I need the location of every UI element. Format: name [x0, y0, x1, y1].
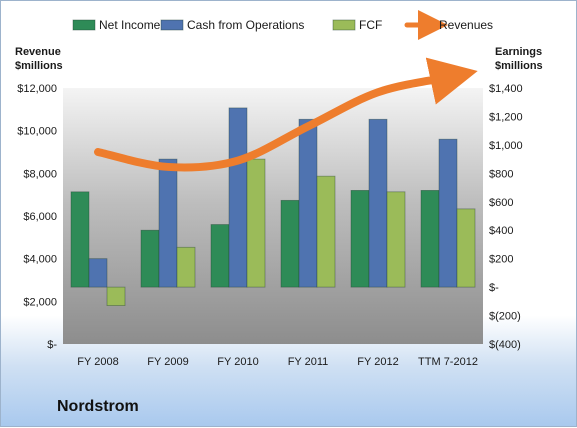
left-tick-label: $12,000: [17, 83, 57, 95]
revenue-line-layer: [94, 57, 478, 172]
legend-swatch-cash-from-operations: [160, 19, 184, 31]
left-axis: $12,000 $10,000 $8,000 $6,000 $4,000 $2,000 $-: [17, 83, 57, 351]
x-tick-label: FY 2011: [288, 356, 329, 368]
left-tick-label: $-: [47, 339, 57, 351]
bar-fcf-fy-2011: [316, 175, 336, 288]
right-tick-label: $(400): [489, 339, 521, 351]
right-tick-label: $600: [489, 197, 513, 209]
left-axis-title-line2: $millions: [15, 60, 63, 72]
bar-net-income-fy-2012: [350, 189, 370, 288]
bar-cash-from-operations-ttm-7-2012: [438, 138, 458, 288]
bars-layer: [70, 107, 476, 307]
x-tick-label: FY 2010: [217, 356, 258, 368]
x-tick-label: FY 2012: [357, 356, 398, 368]
x-axis: FY 2008 FY 2009 FY 2010 FY 2011 FY 2012 TTM 7…: [77, 356, 478, 368]
company-name: Nordstrom: [57, 398, 139, 415]
right-tick-label: $1,200: [489, 111, 523, 123]
legend-label-fcf: FCF: [359, 18, 382, 32]
right-tick-label: $800: [489, 168, 513, 180]
bar-cash-from-operations-fy-2010: [228, 107, 248, 288]
right-tick-label: $(200): [489, 311, 521, 323]
right-tick-label: $1,400: [489, 83, 523, 95]
bar-fcf-fy-2008: [106, 286, 126, 307]
left-tick-label: $4,000: [23, 254, 57, 266]
bar-cash-from-operations-fy-2011: [298, 118, 318, 288]
legend: Net Income Cash from Operations FCF Revenue…: [72, 10, 493, 40]
left-tick-label: $10,000: [17, 126, 57, 138]
x-tick-label: TTM 7-2012: [418, 356, 478, 368]
legend-swatch-fcf: [332, 19, 356, 31]
right-tick-label: $200: [489, 254, 513, 266]
x-tick-label: FY 2008: [77, 356, 118, 368]
bar-net-income-fy-2008: [70, 191, 90, 288]
bar-fcf-fy-2009: [176, 246, 196, 288]
bar-cash-from-operations-fy-2012: [368, 118, 388, 288]
bar-net-income-fy-2011: [280, 199, 300, 288]
legend-label-revenues: Revenues: [439, 18, 493, 32]
plot-area: [63, 88, 483, 344]
left-tick-label: $6,000: [23, 211, 57, 223]
right-axis-title-line1: Earnings: [495, 46, 542, 58]
bar-net-income-fy-2009: [140, 229, 160, 288]
right-axis: $1,400 $1,200 $1,000 $800 $600 $400 $200 $- $(20…: [489, 83, 523, 351]
legend-label-net-income: Net Income: [99, 18, 161, 32]
right-axis-title-line2: $millions: [495, 60, 543, 72]
left-tick-label: $8,000: [23, 168, 57, 180]
right-tick-label: $400: [489, 225, 513, 237]
bar-cash-from-operations-fy-2009: [158, 158, 178, 288]
bar-fcf-fy-2012: [386, 191, 406, 288]
right-tick-label: $-: [489, 282, 499, 294]
bar-cash-from-operations-fy-2008: [88, 258, 108, 288]
left-axis-title-line1: Revenue: [15, 46, 61, 58]
bar-fcf-fy-2010: [246, 158, 266, 288]
bar-net-income-fy-2010: [210, 224, 230, 288]
x-tick-label: FY 2009: [147, 356, 188, 368]
right-tick-label: $1,000: [489, 140, 523, 152]
legend-swatch-net-income: [72, 19, 96, 31]
bar-net-income-ttm-7-2012: [420, 189, 440, 288]
left-tick-label: $2,000: [23, 296, 57, 308]
bar-fcf-ttm-7-2012: [456, 208, 476, 288]
line-revenues: [94, 57, 478, 172]
legend-label-cash-from-operations: Cash from Operations: [187, 18, 304, 32]
